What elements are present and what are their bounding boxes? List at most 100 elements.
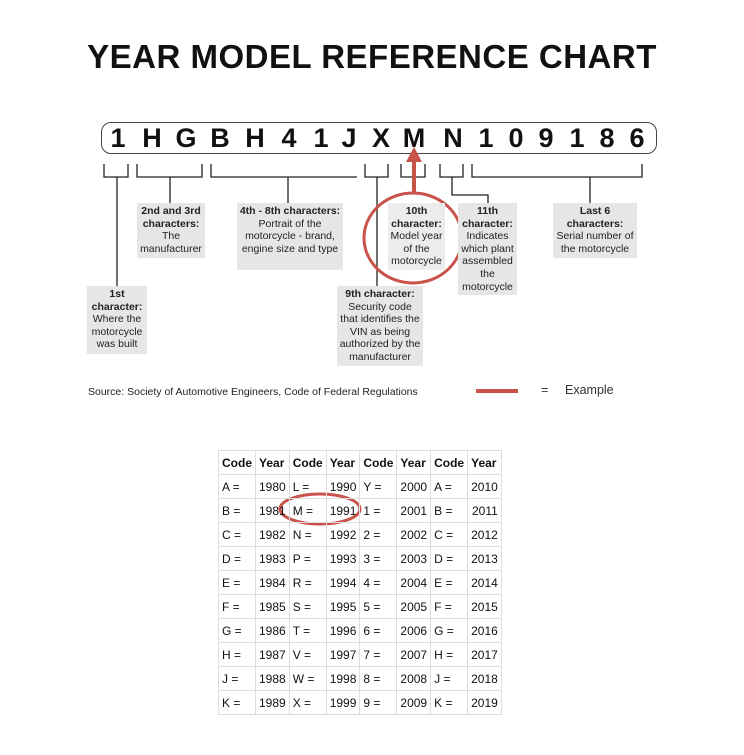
code-cell: 3 = — [359, 546, 398, 571]
code-cell: W = — [288, 666, 327, 691]
code-cell: 2 = — [359, 522, 398, 547]
callout-2nd-3rd: 2nd and 3rd characters: The manufacturer — [137, 203, 205, 258]
code-cell: K = — [430, 690, 469, 715]
year-cell: 2004 — [396, 570, 432, 595]
year-cell: 2013 — [467, 546, 502, 571]
year-cell: 2019 — [467, 690, 502, 715]
year-cell: 1991 — [325, 498, 361, 523]
code-cell: 7 = — [359, 642, 398, 667]
code-cell: H = — [430, 642, 469, 667]
code-cell: V = — [288, 642, 327, 667]
column-header: Code — [218, 450, 256, 475]
callout-1st: 1st character: Where the motorcycle was b… — [87, 286, 147, 354]
vin-character: 4 — [281, 123, 297, 153]
code-cell: M = — [288, 498, 327, 523]
code-cell: G = — [218, 618, 256, 643]
year-cell: 2006 — [396, 618, 432, 643]
year-code-table: Code Year Code Year Code Year Code Year A = 1980… — [218, 450, 502, 715]
column-header: Year — [255, 450, 290, 475]
code-cell: Y = — [359, 474, 398, 499]
year-cell: 2001 — [396, 498, 432, 523]
year-cell: 1996 — [325, 618, 361, 643]
column-header: Code — [430, 450, 469, 475]
bracket-2-3 — [136, 164, 203, 203]
callout-4th-8th: 4th - 8th characters: Portrait of the mot… — [237, 203, 343, 270]
year-cell: 1993 — [325, 546, 361, 571]
code-cell: E = — [430, 570, 469, 595]
bracket-last6 — [471, 164, 643, 203]
code-cell: X = — [288, 690, 327, 715]
bracket-1st — [103, 164, 129, 286]
vin-character: B — [210, 123, 230, 153]
table-row: C = 1982 N = 1992 2 = 2002 C = 2012 — [218, 522, 502, 547]
year-cell: 2018 — [467, 666, 502, 691]
year-cell: 1983 — [255, 546, 290, 571]
callout-10th: 10th character: Model year of the motorcy… — [388, 203, 445, 270]
year-cell: 2015 — [467, 594, 502, 619]
callout-last6: Last 6 characters: Serial number of the m… — [553, 203, 637, 258]
year-cell: 1989 — [255, 690, 290, 715]
year-cell: 2010 — [467, 474, 502, 499]
vin-character: 6 — [629, 123, 645, 153]
table-row: H = 1987 V = 1997 7 = 2007 H = 2017 — [218, 642, 502, 667]
vin-character: H — [142, 123, 162, 153]
code-cell: R = — [288, 570, 327, 595]
column-header: Code — [288, 450, 327, 475]
code-cell: 6 = — [359, 618, 398, 643]
column-header: Year — [396, 450, 432, 475]
vin-character: 8 — [599, 123, 615, 153]
code-cell: H = — [218, 642, 256, 667]
vin-character: 9 — [538, 123, 554, 153]
vin-character: G — [175, 123, 197, 153]
code-cell: G = — [430, 618, 469, 643]
code-cell: F = — [430, 594, 469, 619]
year-cell: 2014 — [467, 570, 502, 595]
column-header: Code — [359, 450, 398, 475]
table-row: D = 1983 P = 1993 3 = 2003 D = 2013 — [218, 546, 502, 571]
vin-box — [101, 122, 657, 154]
year-cell: 1988 — [255, 666, 290, 691]
year-cell: 2012 — [467, 522, 502, 547]
code-cell: D = — [430, 546, 469, 571]
code-cell: A = — [218, 474, 256, 499]
year-cell: 1985 — [255, 594, 290, 619]
code-cell: 1 = — [359, 498, 398, 523]
bracket-11th — [439, 164, 489, 203]
year-cell: 1982 — [255, 522, 290, 547]
table-row: E = 1984 R = 1994 4 = 2004 E = 2014 — [218, 570, 502, 595]
year-cell: 2002 — [396, 522, 432, 547]
code-cell: D = — [218, 546, 256, 571]
year-cell: 1987 — [255, 642, 290, 667]
year-cell: 1997 — [325, 642, 361, 667]
year-cell: 2017 — [467, 642, 502, 667]
vin-character: 1 — [478, 123, 494, 153]
code-cell: F = — [218, 594, 256, 619]
code-cell: L = — [288, 474, 327, 499]
code-cell: J = — [218, 666, 256, 691]
vin-character: H — [245, 123, 265, 153]
column-header: Year — [325, 450, 361, 475]
year-cell: 1984 — [255, 570, 290, 595]
year-cell: 1986 — [255, 618, 290, 643]
source-note: Source: Society of Automotive Engineers,… — [88, 386, 418, 398]
code-cell: 5 = — [359, 594, 398, 619]
year-cell: 2003 — [396, 546, 432, 571]
table-row: K = 1989 X = 1999 9 = 2009 K = 2019 — [218, 690, 502, 715]
year-cell: 1995 — [325, 594, 361, 619]
callout-11th: 11th character: Indicates which plant ass… — [458, 203, 517, 295]
year-cell: 2008 — [396, 666, 432, 691]
table-row: B = 1981 M = 1991 1 = 2001 B = 2011 — [218, 498, 502, 523]
legend-equals: = — [541, 383, 549, 397]
year-cell: 2016 — [467, 618, 502, 643]
table-row: A = 1980 L = 1990 Y = 2000 A = 2010 — [218, 474, 502, 499]
code-cell: N = — [288, 522, 327, 547]
code-cell: T = — [288, 618, 327, 643]
year-cell: 2011 — [467, 498, 502, 523]
code-cell: S = — [288, 594, 327, 619]
vin-character: M — [402, 123, 426, 153]
code-cell: 4 = — [359, 570, 398, 595]
code-cell: E = — [218, 570, 256, 595]
year-cell: 1998 — [325, 666, 361, 691]
code-cell: 8 = — [359, 666, 398, 691]
code-cell: K = — [218, 690, 256, 715]
